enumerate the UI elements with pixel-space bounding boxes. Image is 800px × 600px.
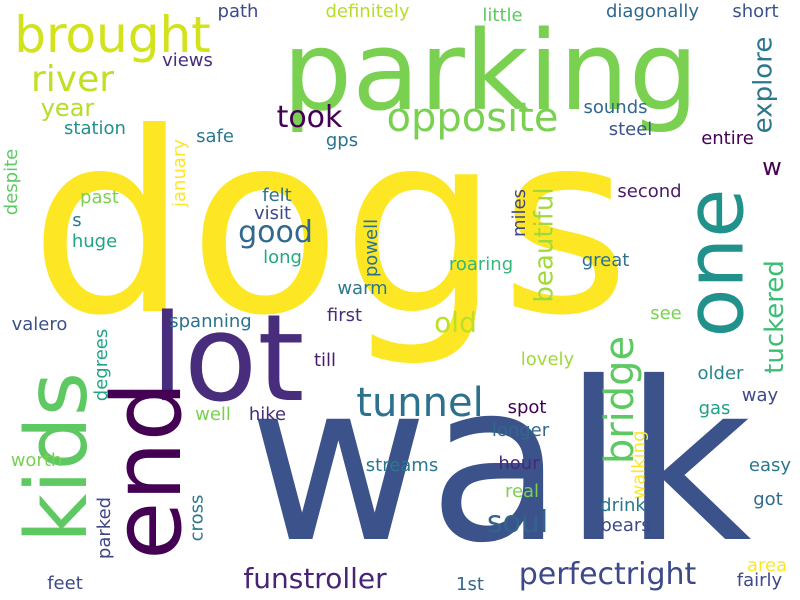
- cloud-word: warm: [337, 278, 388, 299]
- cloud-word: year: [40, 93, 95, 122]
- cloud-word: soul: [486, 504, 549, 540]
- cloud-word: second: [617, 181, 682, 202]
- cloud-word: miles: [509, 188, 530, 237]
- cloud-word: path: [217, 1, 259, 22]
- cloud-word: felt: [262, 185, 292, 206]
- cloud-word: past: [80, 187, 119, 208]
- cloud-word: visit: [253, 203, 292, 224]
- cloud-word: valero: [11, 314, 68, 335]
- cloud-word: perfectright: [518, 556, 697, 592]
- cloud-word: tunnel: [356, 379, 484, 426]
- cloud-word: s: [72, 210, 82, 231]
- cloud-word: views: [162, 50, 213, 71]
- cloud-word: powell: [361, 218, 382, 278]
- cloud-word: entire: [701, 128, 754, 149]
- cloud-word: got: [753, 489, 783, 510]
- cloud-word: walk: [248, 334, 752, 591]
- cloud-word: worth: [10, 450, 63, 471]
- cloud-word: lovely: [520, 349, 575, 370]
- cloud-word: station: [64, 118, 126, 139]
- cloud-word: streams: [365, 455, 439, 476]
- cloud-word: gas: [698, 398, 731, 419]
- cloud-word: see: [650, 303, 682, 324]
- cloud-word: beautiful: [530, 187, 560, 303]
- cloud-word: first: [326, 305, 363, 326]
- cloud-word: little: [482, 5, 523, 26]
- cloud-word: great: [581, 250, 630, 271]
- cloud-word: parking: [282, 6, 699, 135]
- cloud-word: gps: [325, 130, 359, 151]
- cloud-word: way: [741, 385, 779, 406]
- cloud-word: w: [762, 153, 782, 181]
- cloud-word: opposite: [386, 94, 559, 141]
- cloud-word: till: [313, 350, 337, 371]
- cloud-word: safe: [196, 126, 234, 147]
- cloud-word: well: [195, 404, 231, 425]
- cloud-word: degrees: [91, 328, 112, 402]
- cloud-word: 1st: [456, 574, 484, 595]
- cloud-word: hike: [248, 404, 287, 425]
- cloud-word: long: [263, 247, 302, 268]
- cloud-word: area: [746, 555, 788, 576]
- cloud-word: feet: [47, 573, 83, 594]
- cloud-word: cross: [185, 494, 207, 541]
- cloud-word: explore: [748, 36, 778, 134]
- cloud-word: one: [668, 188, 761, 337]
- cloud-word: took: [276, 99, 343, 135]
- cloud-word: roaring: [448, 254, 514, 275]
- cloud-word: despite: [1, 148, 23, 216]
- cloud-word: easy: [748, 455, 792, 476]
- cloud-word: dogs: [29, 79, 631, 370]
- cloud-word: sounds: [583, 97, 648, 118]
- cloud-word: parked: [93, 496, 115, 559]
- cloud-word: short: [732, 1, 779, 22]
- cloud-word: fairly: [736, 570, 783, 591]
- cloud-word: bears: [600, 515, 651, 536]
- cloud-word: spanning: [169, 311, 252, 332]
- cloud-word: diagonally: [606, 1, 699, 22]
- cloud-word: real: [504, 481, 540, 502]
- cloud-word: tuckered: [760, 260, 790, 374]
- cloud-word: funstroller: [243, 561, 387, 595]
- cloud-word: brought: [14, 6, 211, 64]
- cloud-word: good: [238, 214, 313, 250]
- cloud-word: january: [169, 139, 190, 207]
- cloud-word: drink: [600, 495, 646, 516]
- cloud-word: huge: [71, 231, 118, 252]
- cloud-word: steel: [608, 119, 653, 140]
- cloud-word: longer: [491, 420, 550, 441]
- cloud-word: older: [697, 363, 744, 384]
- cloud-word: lot: [150, 290, 305, 429]
- cloud-word: definitely: [325, 1, 410, 22]
- cloud-word: river: [30, 59, 115, 100]
- cloud-word: walking: [628, 430, 650, 500]
- cloud-word: hour: [498, 453, 540, 474]
- cloud-word: spot: [507, 397, 547, 418]
- cloud-word: old: [434, 305, 477, 339]
